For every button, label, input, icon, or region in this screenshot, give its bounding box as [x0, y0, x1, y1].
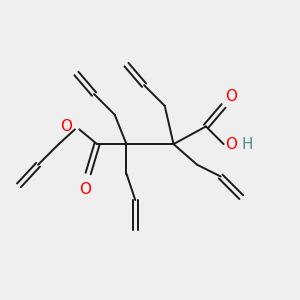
Text: O: O — [225, 136, 237, 152]
Text: O: O — [60, 119, 72, 134]
Text: O: O — [79, 182, 91, 197]
Text: H: H — [242, 136, 254, 152]
Text: O: O — [225, 89, 237, 104]
